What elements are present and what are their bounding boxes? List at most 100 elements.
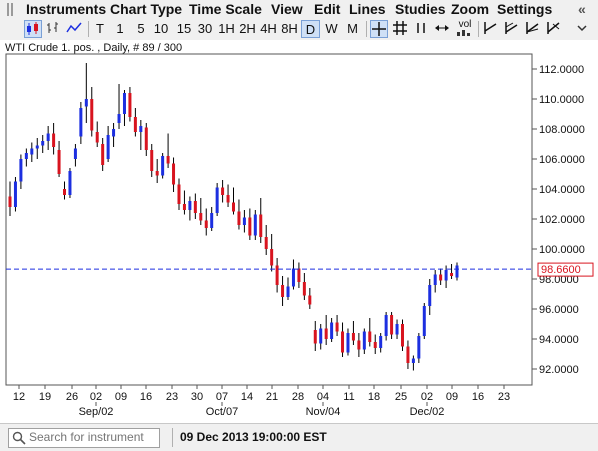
- day-label: 16: [472, 391, 484, 403]
- candle: [357, 333, 361, 357]
- menu-zoom[interactable]: Zoom: [451, 1, 490, 17]
- price-tick-label: 104.0000: [539, 184, 585, 196]
- candle-body: [221, 187, 225, 195]
- candle-body: [433, 274, 437, 285]
- price-tick-label: 100.0000: [539, 244, 585, 256]
- price-tick-label: 92.0000: [539, 364, 579, 376]
- candle-body: [182, 204, 186, 210]
- fan-line-button[interactable]: [524, 20, 542, 38]
- crosshair-button[interactable]: [370, 20, 388, 38]
- menu-time-scale[interactable]: Time Scale: [189, 1, 262, 17]
- candle-body: [444, 270, 448, 281]
- candle: [319, 324, 323, 350]
- line-chart-button[interactable]: [66, 20, 84, 38]
- bar-chart-icon: [47, 22, 58, 33]
- candle: [172, 157, 176, 192]
- candle-body: [281, 285, 285, 297]
- timeframe-w-button[interactable]: W: [325, 21, 338, 36]
- fibonacci-button[interactable]: [545, 20, 563, 38]
- timeframe-1h-button[interactable]: 1H: [218, 21, 235, 36]
- candle: [122, 90, 126, 126]
- menu-instruments[interactable]: Instruments: [26, 1, 107, 17]
- candle: [291, 259, 295, 290]
- candle-body: [133, 117, 137, 132]
- candle: [155, 159, 159, 183]
- chart-area[interactable]: 112.0000 110.0000 108.0000 106.0000 104.0000…: [0, 40, 598, 423]
- timeframe-4h-button[interactable]: 4H: [260, 21, 277, 36]
- channel-line-button[interactable]: [503, 20, 521, 38]
- scroll-arrows-button[interactable]: [434, 20, 452, 38]
- candlestick-chart[interactable]: 112.0000 110.0000 108.0000 106.0000 104.0000…: [0, 40, 598, 423]
- candle: [90, 87, 94, 137]
- candle-body: [422, 306, 426, 336]
- timeframe-t-button[interactable]: T: [96, 21, 104, 36]
- candle-body: [161, 156, 165, 176]
- timeframe-8h-button[interactable]: 8H: [281, 21, 298, 36]
- candle-body: [341, 331, 345, 353]
- fan-line-icon: [526, 22, 539, 34]
- timeframe-30-button[interactable]: 30: [197, 21, 213, 36]
- candle-body: [319, 328, 323, 344]
- candle: [428, 279, 432, 315]
- grid-button[interactable]: [392, 20, 410, 38]
- bar-spacing-button[interactable]: [413, 20, 431, 38]
- candle: [24, 148, 28, 167]
- candle: [133, 108, 137, 137]
- candle: [362, 328, 366, 354]
- candle: [351, 321, 355, 345]
- timeframe-m-button[interactable]: M: [347, 21, 358, 36]
- timeframe-2h-button[interactable]: 2H: [239, 21, 256, 36]
- candle-body: [286, 286, 290, 297]
- instrument-search[interactable]: [8, 428, 160, 448]
- candles: [8, 63, 459, 371]
- menu-grip-icon: [7, 3, 13, 16]
- candle: [215, 183, 219, 216]
- trend-line-button[interactable]: [482, 20, 500, 38]
- candle-body: [35, 145, 39, 149]
- candle: [182, 190, 186, 215]
- menu-chart-type[interactable]: Chart Type: [110, 1, 183, 17]
- candle-body: [57, 150, 61, 174]
- bar-chart-button[interactable]: [45, 20, 63, 38]
- day-label: 09: [115, 391, 127, 403]
- timeframe-d-button[interactable]: D: [301, 20, 320, 38]
- volume-button[interactable]: vol: [455, 20, 475, 38]
- candle: [117, 84, 121, 129]
- left-right-arrows-icon: [435, 25, 449, 31]
- menu-studies[interactable]: Studies: [395, 1, 446, 17]
- candle: [324, 315, 328, 345]
- candle-body: [450, 273, 454, 276]
- price-tick-label: 106.0000: [539, 154, 585, 166]
- candle-body: [406, 346, 410, 363]
- candle-body: [237, 211, 241, 225]
- timeframe-1-button[interactable]: 1: [116, 21, 124, 36]
- candle-body: [390, 315, 394, 335]
- search-input[interactable]: [29, 429, 155, 445]
- day-label: 04: [317, 391, 329, 403]
- volume-bars-icon: [457, 30, 470, 36]
- candle: [455, 262, 459, 281]
- menu-edit[interactable]: Edit: [314, 1, 341, 17]
- candle-body: [101, 144, 105, 165]
- timeframe-5-button[interactable]: 5: [137, 21, 145, 36]
- candle: [313, 321, 317, 351]
- menu-settings[interactable]: Settings: [497, 1, 553, 17]
- candle-body: [373, 342, 377, 348]
- candle-body: [226, 195, 230, 203]
- candle: [8, 181, 12, 216]
- candle: [400, 319, 404, 351]
- candlestick-chart-button[interactable]: [24, 20, 42, 38]
- timeframe-15-button[interactable]: 15: [176, 21, 192, 36]
- candle: [248, 208, 252, 240]
- menu-view[interactable]: View: [271, 1, 303, 17]
- menu-lines[interactable]: Lines: [349, 1, 386, 17]
- day-label: 16: [140, 391, 152, 403]
- candle: [411, 355, 415, 371]
- toolbar-overflow-button[interactable]: [574, 20, 592, 38]
- candle-body: [270, 249, 274, 266]
- candle-body: [172, 163, 176, 185]
- candle: [433, 270, 437, 293]
- menu-overflow-button[interactable]: «: [578, 1, 586, 17]
- candle: [106, 126, 110, 162]
- timeframe-10-button[interactable]: 10: [153, 21, 169, 36]
